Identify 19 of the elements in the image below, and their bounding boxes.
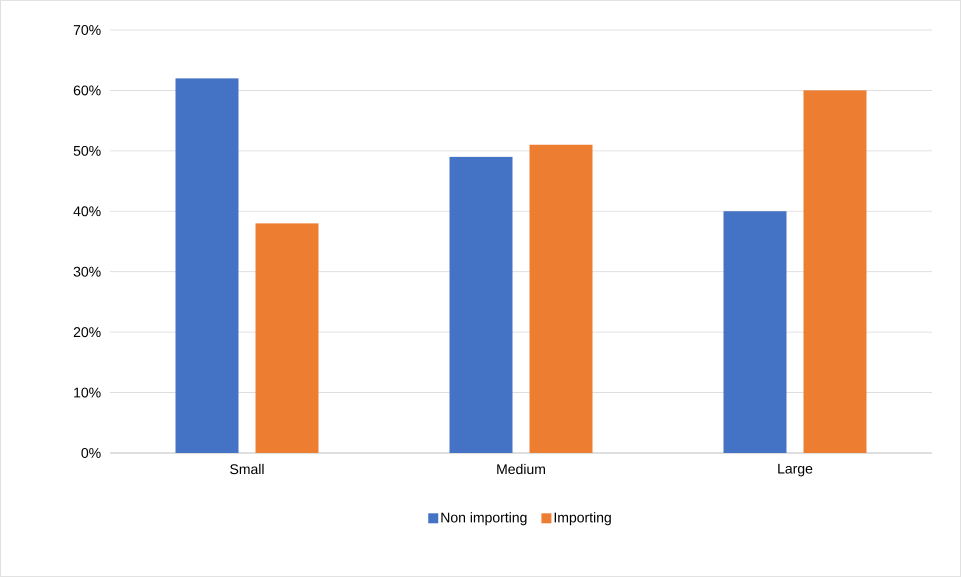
y-tick-label: 20% [74, 327, 101, 338]
y-tick-label: 10% [74, 388, 101, 398]
y-tick-label: 50% [74, 146, 101, 156]
bar [530, 144, 593, 453]
x-tick-label: Large [778, 464, 812, 476]
x-tick-label: Small [230, 464, 264, 474]
bar [256, 223, 319, 453]
y-tick-label: 40% [73, 206, 101, 216]
bar [176, 78, 239, 453]
bar [724, 211, 787, 453]
x-tick-label: Medium [497, 464, 545, 474]
legend-label: Importing [554, 512, 611, 526]
bar [804, 90, 866, 453]
y-tick-label: 70% [74, 25, 101, 35]
bar [450, 156, 513, 453]
y-tick-label: 60% [74, 85, 101, 96]
y-tick-label: 30% [74, 266, 101, 277]
y-tick-label: 0% [81, 448, 101, 458]
legend-label: Non importing [441, 512, 526, 526]
